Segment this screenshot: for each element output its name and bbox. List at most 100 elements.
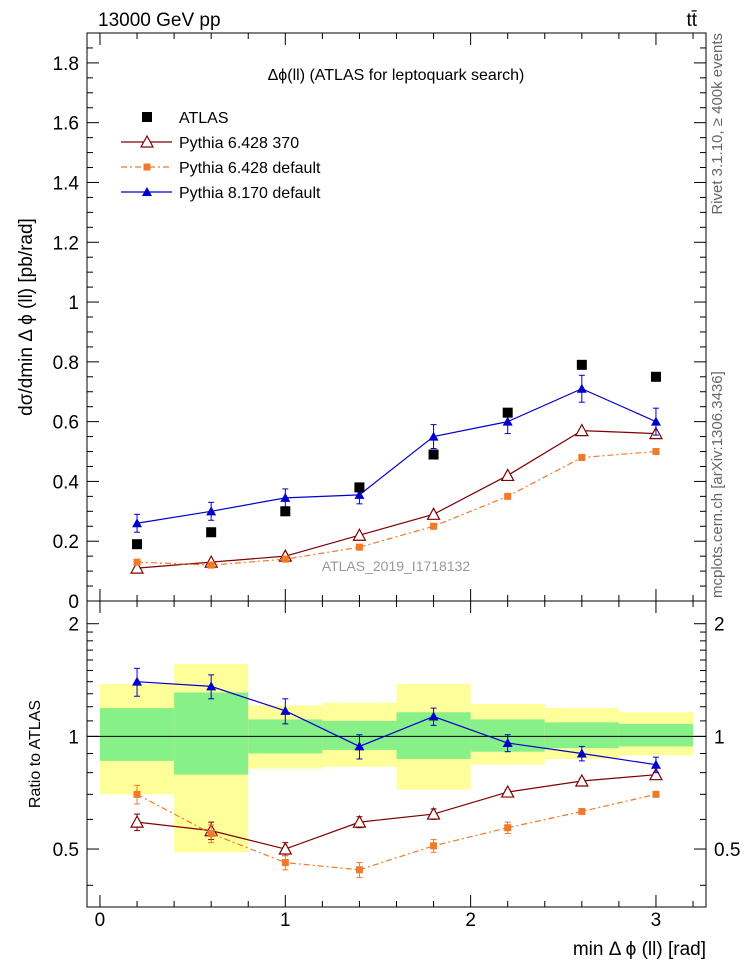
series-line	[136, 388, 657, 524]
y-tick-label: 0.4	[53, 472, 80, 493]
ratio-point	[280, 705, 291, 715]
x-axis-label: min Δ ϕ (ll) [rad]	[573, 939, 706, 960]
x-tick-label: 1	[280, 910, 291, 931]
ratio-bands	[87, 664, 706, 853]
ratio-point	[207, 830, 215, 838]
ratio-point	[130, 814, 145, 828]
ratio-tick-label: 1	[68, 727, 79, 748]
legend-marker	[139, 134, 155, 148]
ratio-point	[504, 824, 512, 832]
data-point	[652, 448, 660, 456]
y-tick-label: 1	[68, 293, 79, 314]
ratio-point	[133, 790, 141, 798]
ratio-point	[652, 790, 660, 798]
analysis-watermark: ATLAS_2019_I1718132	[322, 558, 471, 574]
process-label: tt̄	[686, 10, 697, 31]
ratio-plot-frame	[86, 600, 707, 908]
atlas-point	[650, 371, 661, 382]
y-tick-label: 1.2	[53, 233, 79, 254]
ratio-line	[137, 681, 657, 766]
y-tick-label: 0.8	[53, 353, 79, 374]
data-point	[133, 558, 141, 566]
y-tick-label: 1.4	[53, 173, 80, 194]
y-tick-label: 1.8	[53, 54, 79, 75]
axes-ticks: 0 1 2 3 0 0.2 0.4 0.6 0.8 1 1.2 1.4 1.6 1.8 0.5 0.5 1 1 2 2	[53, 32, 740, 931]
series-line	[137, 450, 657, 566]
atlas-point	[280, 506, 291, 517]
y-axis-label: dσ/dmin Δ ϕ (ll) [pb/rad]	[16, 218, 37, 416]
ratio-tick-label: 0.5	[53, 840, 79, 861]
series-line	[136, 429, 656, 569]
ratio-point	[576, 748, 587, 758]
data-point	[504, 492, 512, 500]
data-point	[132, 518, 143, 528]
data-point	[650, 416, 661, 426]
chart-title: Δϕ(ll) (ATLAS for leptoquark search)	[268, 67, 525, 84]
data-point	[576, 383, 587, 393]
data-point	[207, 561, 215, 569]
legend-marker	[143, 163, 151, 171]
ratio-point	[648, 767, 663, 781]
data-series	[130, 359, 663, 878]
x-tick-label: 0	[95, 910, 106, 931]
ratio-point	[500, 784, 515, 798]
ratio-point	[428, 711, 439, 721]
ratio-point	[278, 841, 293, 855]
atlas-point	[502, 407, 513, 418]
ratio-tick-label: 2	[714, 615, 725, 636]
ratio-tick-label: 2	[68, 615, 79, 636]
atlas-point	[132, 539, 143, 550]
legend-label: ATLAS	[179, 110, 229, 127]
ratio-band-stat	[99, 708, 175, 761]
ratio-point	[281, 859, 289, 867]
data-point	[430, 522, 438, 530]
data-point	[352, 527, 367, 541]
y-tick-label: 1.6	[53, 114, 79, 135]
legend: ATLAS Pythia 6.428 370 Pythia 6.428 defaul…	[121, 110, 321, 202]
ratio-tick-label: 0.5	[714, 840, 740, 861]
mcplots-info: mcplots.cern.ch [arXiv:1306.3436]	[709, 371, 726, 598]
ratio-point	[132, 676, 143, 686]
ratio-band-stat	[544, 722, 619, 749]
data-point	[578, 454, 586, 462]
ratio-band-stat	[618, 723, 694, 747]
x-tick-label: 3	[651, 910, 662, 931]
data-point	[500, 468, 515, 482]
y-tick-label: 0.6	[53, 413, 79, 434]
ratio-point	[578, 807, 586, 815]
data-point	[426, 507, 441, 520]
data-point	[206, 506, 217, 516]
legend-label: Pythia 6.428 370	[179, 135, 299, 152]
ratio-line	[136, 774, 657, 850]
data-point	[502, 416, 513, 426]
ratio-point	[206, 681, 217, 691]
data-point	[354, 489, 365, 499]
atlas-point	[354, 482, 365, 493]
legend-marker	[142, 112, 152, 122]
data-point	[355, 543, 363, 551]
data-point	[574, 423, 589, 437]
ratio-point	[355, 866, 363, 874]
energy-label: 13000 GeV pp	[98, 10, 221, 31]
ratio-point	[502, 738, 513, 748]
ratio-point	[352, 814, 367, 828]
ratio-line	[136, 793, 657, 871]
legend-label: Pythia 6.428 default	[179, 160, 321, 177]
atlas-point	[428, 449, 439, 460]
y-tick-label: 0.2	[53, 532, 79, 553]
ratio-point	[650, 759, 661, 769]
ratio-point	[574, 773, 589, 787]
y-tick-label: 0	[68, 592, 79, 613]
ratio-axis-label: Ratio to ATLAS	[27, 700, 44, 808]
ratio-band-stat	[174, 692, 249, 775]
ratio-point	[354, 741, 365, 751]
ratio-point	[426, 806, 441, 820]
legend-label: Pythia 8.170 default	[179, 185, 321, 202]
data-point	[281, 555, 289, 563]
data-point	[130, 560, 145, 574]
x-tick-label: 2	[465, 910, 476, 931]
rivet-info: Rivet 3.1.10, ≥ 400k events	[709, 33, 726, 215]
data-point	[280, 492, 291, 502]
ratio-tick-label: 1	[714, 727, 725, 748]
